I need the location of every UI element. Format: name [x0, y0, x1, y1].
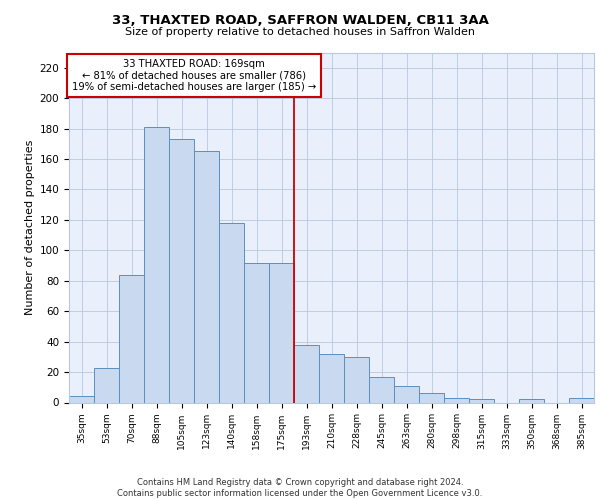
Y-axis label: Number of detached properties: Number of detached properties — [25, 140, 35, 315]
Bar — [294, 344, 319, 403]
Bar — [519, 400, 544, 402]
Bar — [119, 274, 144, 402]
Bar — [269, 262, 294, 402]
Bar — [419, 394, 444, 402]
Text: 33 THAXTED ROAD: 169sqm
← 81% of detached houses are smaller (786)
19% of semi-d: 33 THAXTED ROAD: 169sqm ← 81% of detache… — [72, 58, 316, 92]
Bar — [219, 223, 244, 402]
Bar — [344, 357, 369, 403]
Bar — [69, 396, 94, 402]
Bar — [94, 368, 119, 402]
Bar — [394, 386, 419, 402]
Bar — [469, 400, 494, 402]
Bar — [194, 152, 219, 402]
Bar — [444, 398, 469, 402]
Text: 33, THAXTED ROAD, SAFFRON WALDEN, CB11 3AA: 33, THAXTED ROAD, SAFFRON WALDEN, CB11 3… — [112, 14, 488, 27]
Text: Size of property relative to detached houses in Saffron Walden: Size of property relative to detached ho… — [125, 27, 475, 37]
Text: Contains HM Land Registry data © Crown copyright and database right 2024.
Contai: Contains HM Land Registry data © Crown c… — [118, 478, 482, 498]
Bar — [169, 139, 194, 402]
Bar — [369, 376, 394, 402]
Bar — [569, 398, 594, 402]
Bar — [144, 127, 169, 402]
Bar — [319, 354, 344, 403]
Bar — [244, 262, 269, 402]
